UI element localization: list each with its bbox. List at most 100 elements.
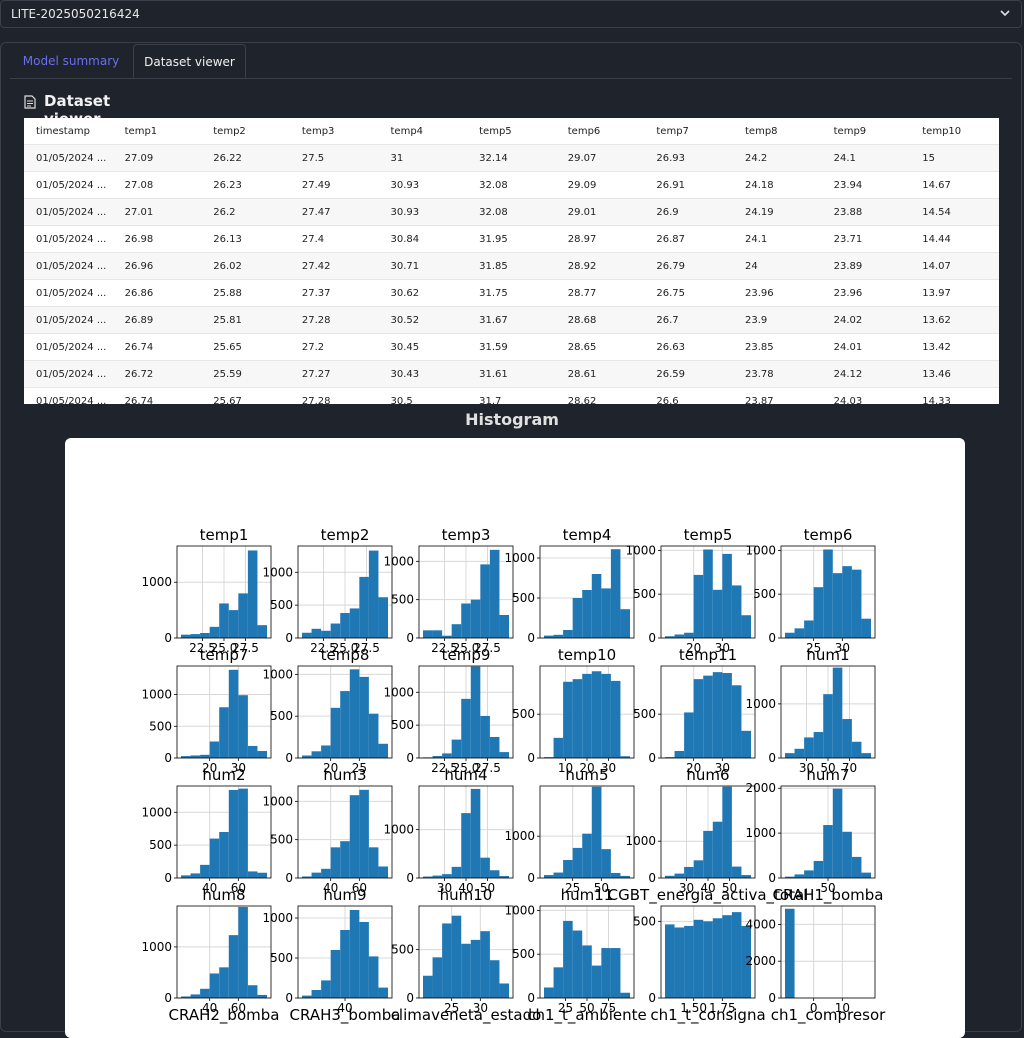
histogram-bar [712,589,723,638]
panel-title: hum4 [444,766,487,784]
tab-dataset-viewer[interactable]: Dataset viewer [133,44,246,78]
histogram-bar [563,860,573,878]
table-cell: 30.5 [378,387,468,404]
histogram-bar [461,943,471,998]
table-cell: 23.87 [733,387,822,404]
y-tick-label: 1000 [383,823,414,837]
histogram-bar [563,920,573,998]
y-tick-label: 0 [164,751,172,765]
histogram-grid: 22.525.027.501000temp122.525.027.5050010… [141,526,886,1025]
histogram-bar [591,965,602,998]
y-tick-label: 0 [406,991,414,1005]
histogram-bar [311,628,322,638]
column-header-temp10[interactable]: temp10 [910,118,999,145]
x-tick-label: 50 [579,1001,594,1015]
table-row[interactable]: 01/05/2024 ... 26.74 25.67 27.28 30.5 31.7 28.… [24,387,999,404]
y-tick-label: 2000 [745,781,776,795]
y-tick-label: 4000 [745,917,776,931]
histogram-bar [610,948,621,998]
histogram-bar [470,599,481,638]
histogram-bar [620,992,630,998]
x-tick-label: 27.5 [474,641,501,655]
histogram-bar [693,574,704,638]
table-cell: 01/05/2024 ... [24,252,113,280]
y-tick-label: 0 [285,751,293,765]
x-tick-label: 25 [565,881,580,895]
panel-title: hum11 [561,886,614,904]
x-tick-label: 30 [437,881,452,895]
histogram-bar [200,754,210,758]
histogram-bar [861,872,871,878]
column-header-temp6[interactable]: temp6 [555,118,645,145]
histogram-bar [247,985,258,998]
table-cell: 24 [733,252,822,280]
x-tick-label: 20 [686,641,701,655]
x-tick-label: 27.5 [474,761,501,775]
histogram-bar [257,625,267,638]
column-header-temp4[interactable]: temp4 [378,118,468,145]
y-tick-label: 1000 [262,565,293,579]
table-row[interactable]: 01/05/2024 ... 27.09 26.22 27.5 31 32.14 29.07… [24,144,999,172]
column-header-temp1[interactable]: temp1 [112,118,202,145]
column-header-temp5[interactable]: temp5 [467,118,556,145]
axes-frame [176,545,272,639]
x-tick-label: 1.50 [680,1001,707,1015]
table-row[interactable]: 01/05/2024 ... 26.74 25.65 27.2 30.45 31.59 28… [24,333,999,361]
table-row[interactable]: 01/05/2024 ... 26.86 25.88 27.37 30.62 31.75 2… [24,279,999,307]
y-tick-label: 500 [149,838,172,852]
table-cell: 14.44 [910,225,999,253]
y-tick-label: 1000 [504,551,535,565]
histogram-bar [832,667,843,758]
table-row[interactable]: 01/05/2024 ... 26.72 25.59 27.27 30.43 31.61 2… [24,360,999,388]
table-row[interactable]: 01/05/2024 ... 26.96 26.02 27.42 30.71 31.85 2… [24,252,999,280]
panel-title: hum9 [323,886,366,904]
column-header-temp3[interactable]: temp3 [289,118,379,145]
x-tick-label: 27.5 [232,641,259,655]
histogram-bar [257,872,267,878]
y-tick-label: 500 [512,707,535,721]
histogram-bar [741,925,751,998]
model-selector[interactable]: LITE-2025050216424 [0,0,1022,28]
column-header-temp2[interactable]: temp2 [201,118,290,145]
histogram-bar [722,553,732,638]
x-tick-label: 22.5 [431,761,458,775]
table-row[interactable]: 01/05/2024 ... 26.98 26.13 27.4 30.84 31.95 28… [24,225,999,253]
x-tick-label: 30 [835,641,850,655]
table-cell: 23.88 [821,198,911,226]
axes-frame [660,545,756,639]
table-cell: 23.89 [821,252,911,280]
table-cell: 32.08 [467,171,556,199]
table-cell: 24.02 [821,306,911,334]
table-row[interactable]: 01/05/2024 ... 26.89 25.81 27.28 30.52 31.67 2… [24,306,999,334]
chevron-down-icon[interactable] [999,7,1011,19]
tab-model-summary[interactable]: Model summary [22,54,120,68]
histogram-bar [601,849,611,878]
x-tick-label: 25 [352,761,367,775]
column-header-timestamp[interactable]: timestamp [24,118,113,145]
histogram-bar [190,755,201,758]
column-header-temp7[interactable]: temp7 [644,118,733,145]
dataset-table[interactable]: timestamp temp1 temp2 temp3 temp4 temp5 temp6 t… [24,118,999,404]
table-row[interactable]: 01/05/2024 ... 27.08 26.23 27.49 30.93 32.08 2… [24,171,999,199]
histogram-bar [190,873,201,878]
x-tick-label: 20 [686,761,701,775]
histogram-bar [368,550,379,638]
table-cell: 23.71 [821,225,911,253]
histogram-bar [378,743,388,758]
column-header-temp9[interactable]: temp9 [821,118,911,145]
column-header-temp8[interactable]: temp8 [733,118,822,145]
table-cell: 26.02 [201,252,290,280]
table-cell: 27.09 [112,144,202,172]
histogram-bar [544,875,554,878]
histogram-bar [330,950,341,998]
table-row[interactable]: 01/05/2024 ... 27.01 26.2 27.47 30.93 32.08 29… [24,198,999,226]
histogram-bar [340,930,350,998]
panel-title: CRAH2_bomba [169,1006,280,1025]
histogram-bar [684,866,694,878]
panel-title: temp11 [679,646,737,664]
axes-frame [418,905,514,999]
table-cell: 14.33 [910,387,999,404]
histogram-bar [731,585,742,638]
table-cell: 27.42 [289,252,379,280]
table-cell: 28.92 [555,252,645,280]
